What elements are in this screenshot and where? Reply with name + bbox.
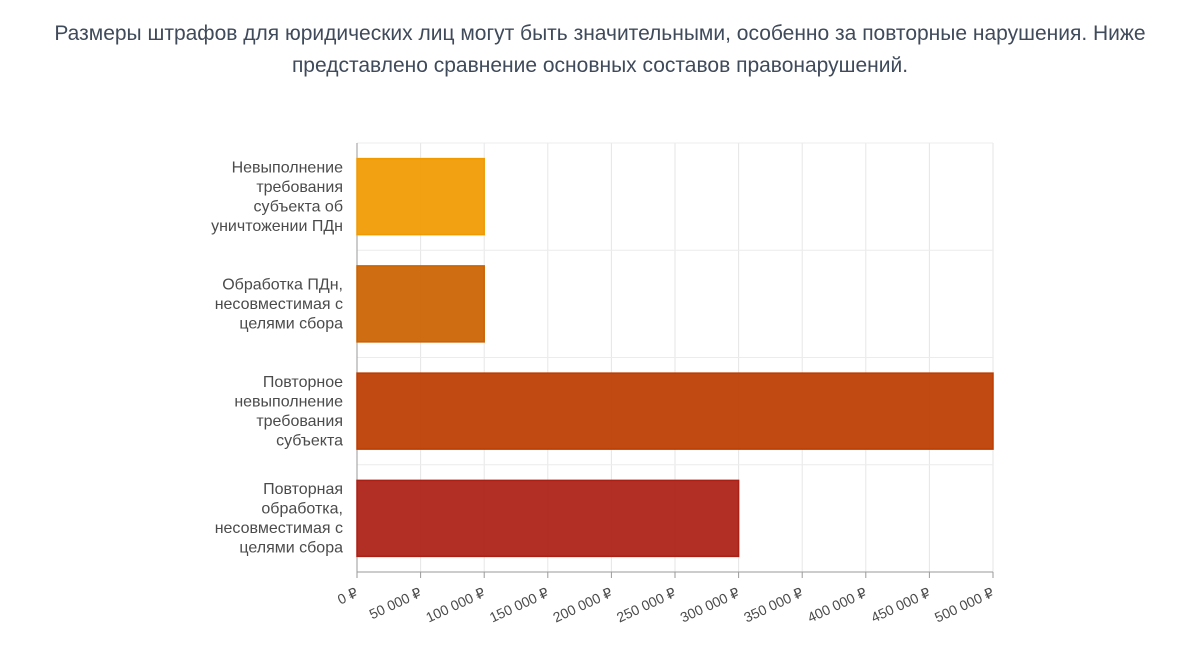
x-tick-label: 400 000 ₽ [805,584,869,625]
x-tick-label: 200 000 ₽ [550,584,614,625]
category-label: Повторное невыполнение требования субъекта [234,374,343,450]
category-label: Повторная обработка, несовместимая с целями… [215,481,343,557]
intro-line-1: Размеры штрафов для юридических лиц могу… [54,22,1146,45]
intro-line-2: представлено сравнение основных составов… [291,54,909,77]
bar [356,479,740,558]
x-tick-label: 50 000 ₽ [367,584,424,622]
x-tick-label: 450 000 ₽ [868,584,932,625]
x-tick-label: 500 000 ₽ [932,584,996,625]
category-label: Невыполнение требования субъекта об уничтож… [211,159,343,235]
x-tick-label: 0 ₽ [335,584,361,607]
x-tick-label: 350 000 ₽ [741,584,805,625]
bar [356,265,485,343]
bar [356,157,485,236]
x-tick-label: 300 000 ₽ [678,584,742,625]
intro-text: Размеры штрафов для юридических лиц могу… [0,18,1200,82]
x-tick-label: 150 000 ₽ [487,584,551,625]
bar [356,372,994,450]
x-tick-label: 100 000 ₽ [423,584,487,625]
category-label: Обработка ПДн, несовместимая с целями сбор… [215,276,343,332]
x-tick-label: 250 000 ₽ [614,584,678,625]
